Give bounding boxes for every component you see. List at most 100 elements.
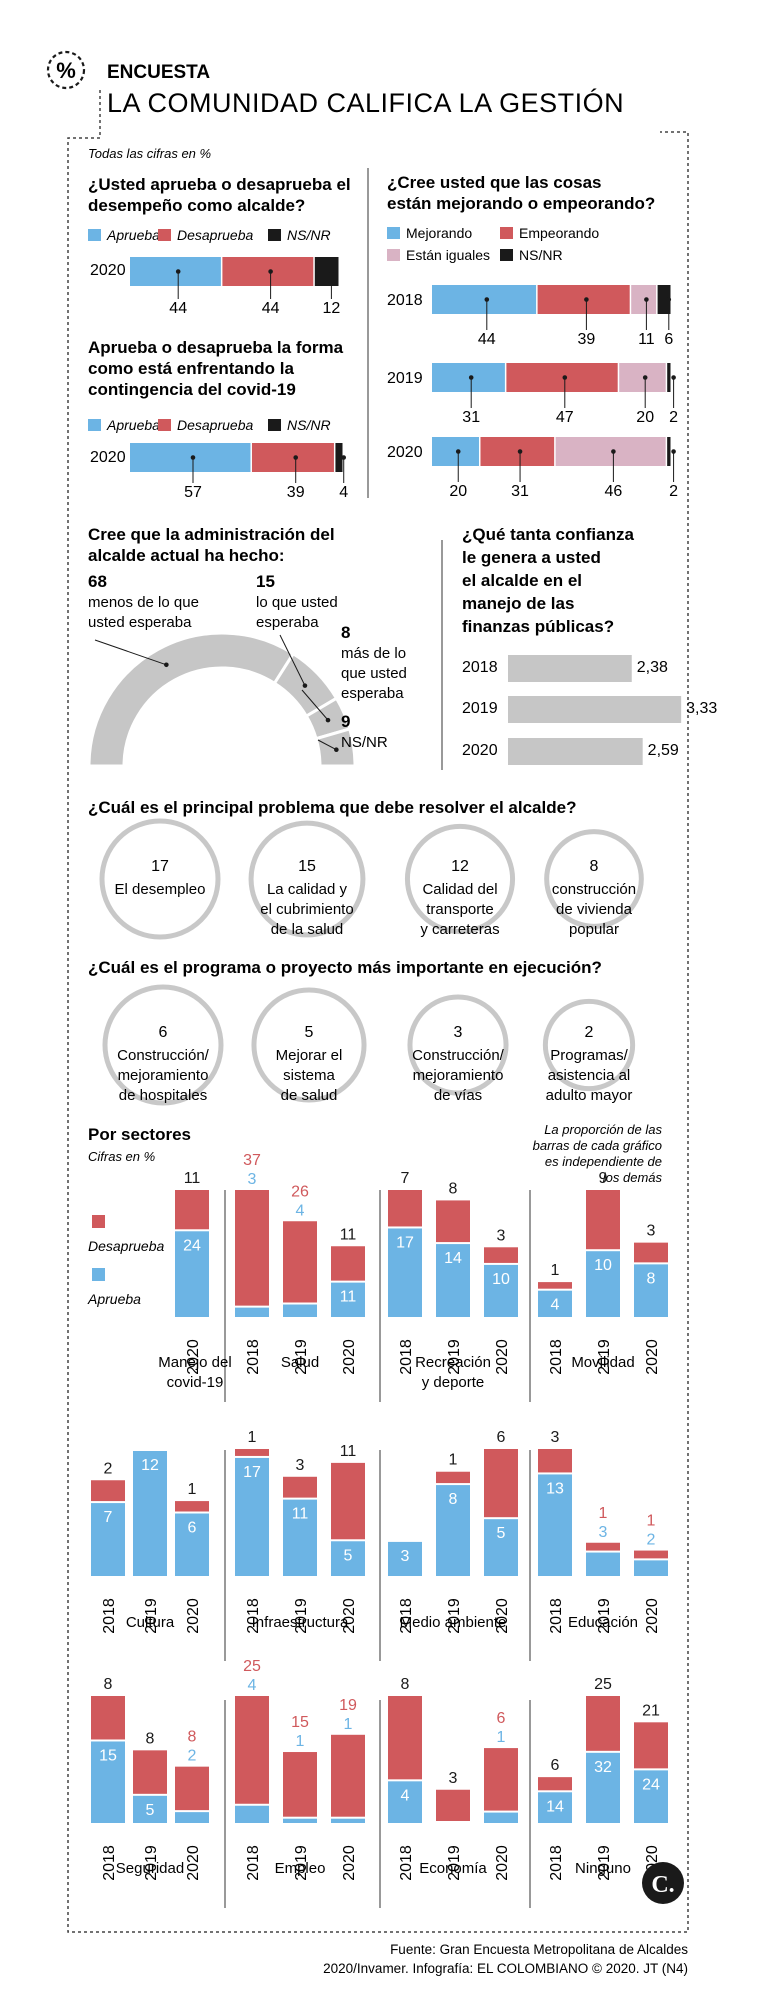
value-aprueba: 14 (546, 1798, 564, 1815)
slice-value: 68 (88, 572, 107, 591)
value-desaprueba: 1 (449, 1452, 458, 1469)
value-desaprueba: 6 (497, 1710, 506, 1727)
trend-2020-leader-dot (671, 449, 676, 454)
bubble (99, 818, 221, 940)
year-label: 2018 (245, 1339, 262, 1375)
covid-segment (130, 443, 251, 472)
bubble (544, 829, 644, 929)
value-desaprueba: 8 (449, 1180, 458, 1197)
trend-2018-value-label: 6 (664, 331, 673, 348)
bar-aprueba (634, 1770, 668, 1823)
bar-desaprueba (283, 1476, 317, 1498)
bubble-label: transporte (426, 901, 494, 918)
trend-2018-value-label: 44 (478, 331, 496, 348)
donut-slice (87, 631, 296, 768)
bar-desaprueba (586, 1190, 620, 1250)
approval-value-label: 12 (323, 300, 341, 317)
value-desaprueba: 3 (551, 1429, 560, 1446)
trend-2019-leader-dot (671, 375, 676, 380)
bar-aprueba (484, 1812, 518, 1823)
percent-badge-icon: % (46, 50, 86, 90)
trend-2020-segment (480, 437, 555, 466)
value-aprueba: 2 (647, 1532, 656, 1549)
slice-leader-dot (334, 747, 339, 753)
bubble-label: Calidad del (422, 881, 497, 898)
trend-2020-leader-dot (517, 449, 523, 454)
year-label: 2019 (446, 1598, 463, 1634)
value-desaprueba: 1 (551, 1262, 560, 1279)
group-name: Seguridad (116, 1860, 184, 1877)
confidence-bar (508, 696, 682, 723)
bar-desaprueba (538, 1282, 572, 1289)
year-label: 2018 (387, 292, 423, 309)
legend-label: Aprueba (106, 227, 160, 243)
year-label: 2020 (185, 1598, 202, 1634)
slice-value: 9 (341, 712, 350, 731)
legend-swatch (387, 227, 400, 239)
covid-segment (251, 443, 334, 472)
value-aprueba: 1 (497, 1729, 506, 1746)
bar-desaprueba (484, 1247, 518, 1263)
year-label: 2018 (548, 1339, 565, 1375)
trend-2019-segment (667, 363, 671, 392)
covid-value-label: 39 (287, 484, 305, 501)
chart-title: le genera a usted (462, 548, 601, 567)
value-desaprueba: 8 (104, 1676, 113, 1693)
bubble (248, 820, 366, 938)
bar-desaprueba (91, 1696, 125, 1740)
bubble-value: 12 (451, 858, 469, 875)
value-aprueba: 3 (401, 1548, 410, 1565)
chart-title: contingencia del covid-19 (88, 380, 296, 399)
bar-aprueba (331, 1818, 365, 1823)
value-aprueba: 10 (492, 1271, 510, 1288)
chart-title: ¿Cree usted que las cosas (387, 173, 601, 192)
bar-desaprueba (91, 1480, 125, 1502)
donut-slice (314, 727, 357, 768)
bar-desaprueba (436, 1789, 470, 1821)
value-desaprueba: 25 (243, 1658, 261, 1675)
slice-leader (301, 689, 329, 721)
approval-segment (314, 257, 339, 286)
covid-value-label: 4 (339, 484, 348, 501)
bar-aprueba (586, 1251, 620, 1317)
legend-label: Desaprueba (177, 227, 253, 243)
trend-2018-value-label: 11 (638, 331, 655, 348)
group-name: Ninguno (575, 1860, 631, 1877)
value-desaprueba: 8 (401, 1676, 410, 1693)
legend-label: Están iguales (406, 247, 490, 263)
trend-2018-segment (432, 285, 537, 314)
bar-aprueba (388, 1781, 422, 1823)
legend-swatch (88, 229, 101, 241)
legend-swatch (158, 229, 171, 241)
bar-desaprueba (484, 1748, 518, 1811)
confidence-value: 2,38 (637, 659, 668, 676)
chart-main-program: ¿Cuál es el programa o proyecto más impo… (88, 958, 636, 1106)
trend-2018-leader-dot (644, 297, 649, 302)
source-line-2: 2020/Invamer. Infografía: EL COLOMBIANO … (323, 1961, 688, 1976)
group-name: Recreación (415, 1354, 491, 1371)
group-name: Medio ambiente (400, 1614, 507, 1631)
value-desaprueba: 11 (184, 1170, 201, 1187)
trend-2019-leader-dot (642, 375, 648, 380)
slice-label: esperaba (341, 685, 404, 702)
bar-desaprueba (235, 1449, 269, 1456)
bar-desaprueba (235, 1696, 269, 1804)
year-label: 2020 (341, 1339, 358, 1375)
value-aprueba: 5 (497, 1525, 506, 1542)
year-label: 2020 (494, 1339, 511, 1375)
year-label: 2020 (494, 1845, 511, 1881)
value-desaprueba: 11 (340, 1443, 357, 1460)
legend-label: Aprueba (87, 1291, 141, 1307)
trend-2020-segment (667, 437, 671, 466)
bubble-label: y carreteras (420, 921, 499, 938)
year-label: 2018 (548, 1598, 565, 1634)
value-aprueba: 14 (444, 1250, 462, 1267)
group-name: Educación (568, 1614, 638, 1631)
bubble (251, 987, 367, 1103)
bar-aprueba (235, 1307, 269, 1317)
bubble-label: La calidad y (267, 881, 348, 898)
group-name: y deporte (422, 1374, 485, 1391)
legend-label: Empeorando (519, 225, 599, 241)
trend-2020-value-label: 46 (604, 483, 622, 500)
slice-label: que usted (341, 665, 407, 682)
